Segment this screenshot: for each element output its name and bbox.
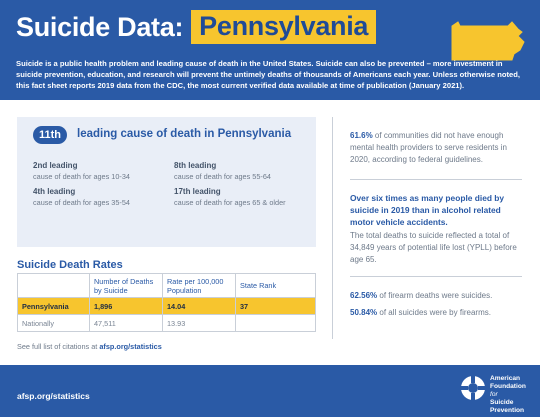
rank-item-label: 4th leading [33, 187, 76, 196]
fact-firearm-deaths: 62.56% of firearm deaths were suicides. [350, 290, 522, 302]
fact-text: of communities did not have enough menta… [350, 131, 507, 164]
org-line: for [490, 391, 498, 398]
footer-bar: afsp.org/statistics American Foundation … [0, 365, 540, 417]
title-state: Pennsylvania [191, 10, 377, 44]
fact-text: of all suicides were by firearms. [379, 308, 491, 317]
fact-highlight: 50.84% [350, 308, 378, 317]
rank-item-sub: cause of death for ages 35-54 [33, 198, 130, 207]
fact-highlight: 61.6% [350, 131, 373, 140]
table-cell: 14.04 [162, 297, 236, 315]
rank-item: 2nd leading cause of death for ages 10-3… [33, 160, 173, 182]
fact-highlight: 62.56% [350, 291, 378, 300]
table-cell: Pennsylvania [17, 297, 90, 315]
table-cell: 47,511 [89, 314, 163, 332]
table-cell [235, 314, 316, 332]
table-header: State Rank [235, 273, 316, 298]
table-cell: 37 [235, 297, 316, 315]
rank-item-label: 2nd leading [33, 161, 78, 170]
header-banner: Suicide Data: Pennsylvania Suicide is a … [0, 0, 540, 100]
org-line: Suicide [490, 399, 514, 406]
table-header-row: Number of Deaths by Suicide Rate per 100… [17, 273, 316, 298]
rank-item: 17th leading cause of death for ages 65 … [174, 186, 314, 208]
citation-prefix: See full list of citations at [17, 342, 98, 351]
divider [350, 276, 522, 277]
table-cell: 13.93 [162, 314, 236, 332]
table-header: Rate per 100,000 Population [162, 273, 236, 298]
rank-item-sub: cause of death for ages 65 & older [174, 198, 286, 207]
table-row: Nationally 47,511 13.93 [17, 314, 316, 332]
rank-item-sub: cause of death for ages 10-34 [33, 172, 130, 181]
table-header [17, 273, 90, 298]
fact-firearm-suicides: 50.84% of all suicides were by firearms. [350, 307, 522, 319]
pennsylvania-outline-icon [451, 21, 525, 61]
table-cell: Nationally [17, 314, 90, 332]
rank-item-sub: cause of death for ages 55-64 [174, 172, 271, 181]
footer-link[interactable]: afsp.org/statistics [17, 391, 90, 401]
page-title: Suicide Data: Pennsylvania [16, 10, 377, 44]
title-main: Suicide Data: [16, 11, 184, 42]
rates-table: Number of Deaths by Suicide Rate per 100… [17, 273, 316, 332]
rank-item-label: 17th leading [174, 187, 221, 196]
fact-text: of firearm deaths were suicides. [379, 291, 493, 300]
citation: See full list of citations at afsp.org/s… [17, 342, 162, 351]
ranking-card: 11th leading cause of death in Pennsylva… [17, 117, 316, 247]
column-divider [332, 117, 333, 339]
rates-title: Suicide Death Rates [17, 259, 123, 271]
table-header: Number of Deaths by Suicide [89, 273, 163, 298]
citation-link[interactable]: afsp.org/statistics [99, 342, 162, 351]
footer-org-name: American Foundation for Suicide Preventi… [490, 375, 536, 415]
rank-badge: 11th [33, 126, 67, 144]
rank-item: 4th leading cause of death for ages 35-5… [33, 186, 173, 208]
org-line: Foundation [490, 383, 526, 390]
divider [350, 179, 522, 180]
table-cell: 1,896 [89, 297, 163, 315]
table-row: Pennsylvania 1,896 14.04 37 [17, 297, 316, 315]
fact-comparison: Over six times as many people died by su… [350, 193, 505, 227]
rank-item: 8th leading cause of death for ages 55-6… [174, 160, 314, 182]
rank-text: leading cause of death in Pennsylvania [77, 128, 292, 140]
intro-text: Suicide is a public health problem and l… [16, 59, 520, 90]
org-line: Prevention [490, 407, 525, 414]
afsp-lifesaver-icon [461, 376, 485, 400]
org-line: American [490, 375, 521, 382]
rank-item-label: 8th leading [174, 161, 217, 170]
fact-mental-health: 61.6% of communities did not have enough… [350, 130, 522, 166]
fact-ypll: The total deaths to suicide reflected a … [350, 231, 517, 264]
